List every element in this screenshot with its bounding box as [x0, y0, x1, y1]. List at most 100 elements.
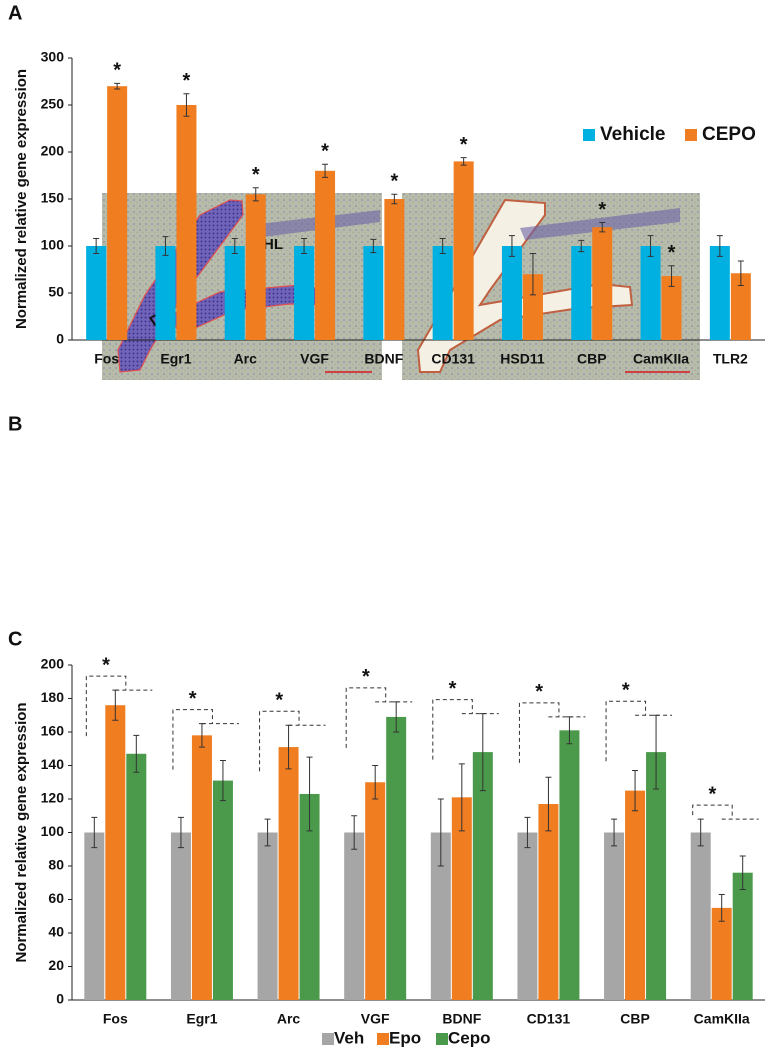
x-tick-label: Egr1 [160, 351, 191, 367]
error-bar [632, 770, 639, 812]
bar [640, 246, 661, 340]
significance-star: * [183, 70, 191, 92]
bar [191, 735, 212, 1000]
significance-star: * [390, 171, 398, 193]
y-tick-label: 160 [41, 723, 65, 739]
significance-star: * [598, 199, 606, 221]
bar [176, 105, 197, 340]
error-bar [177, 816, 184, 849]
error-bar [739, 855, 746, 890]
significance-bracket [432, 699, 499, 760]
significance-bracket [172, 709, 239, 770]
bar [126, 753, 147, 1000]
y-tick-label: 140 [41, 756, 65, 772]
error-bar [545, 776, 552, 832]
panel-label: B [8, 413, 22, 435]
error-bar [697, 818, 704, 847]
error-bar [322, 163, 329, 178]
y-tick-label: 200 [41, 656, 65, 672]
significance-star: * [113, 60, 121, 82]
error-bar [162, 236, 169, 256]
legend-swatch [436, 1033, 448, 1045]
error-bar [370, 238, 377, 254]
error-bar [668, 265, 675, 287]
significance-star: * [535, 681, 543, 703]
bar [430, 832, 451, 1000]
x-tick-label: Arc [277, 1011, 301, 1027]
error-bar [439, 237, 446, 255]
error-bar [508, 235, 515, 257]
bar [224, 246, 245, 340]
bar [105, 705, 126, 1000]
error-bar [351, 815, 358, 850]
error-bar [529, 253, 536, 296]
error-bar [524, 816, 531, 849]
x-tick-label: Fos [94, 351, 119, 367]
bar [344, 832, 365, 1000]
legend-swatch [377, 1033, 389, 1045]
y-tick-label: 60 [48, 890, 64, 906]
error-bar [372, 765, 379, 800]
significance-star: * [668, 242, 676, 264]
significance-bracket [605, 700, 673, 762]
bar [363, 246, 384, 340]
x-tick-label: Arc [234, 351, 258, 367]
panel-label: C [8, 628, 22, 650]
error-bar [252, 187, 259, 202]
legend-label: Epo [389, 1028, 421, 1047]
x-tick-label: CD131 [431, 351, 475, 367]
bar [257, 832, 278, 1000]
bar [501, 246, 522, 340]
x-tick-label: VGF [361, 1011, 390, 1027]
y-tick-label: 200 [41, 143, 65, 159]
y-tick-label: 40 [48, 924, 64, 940]
error-bar [114, 82, 121, 90]
error-bar [718, 893, 725, 922]
significance-bracket [259, 710, 326, 772]
y-tick-label: 20 [48, 957, 64, 973]
significance-bracket [85, 675, 153, 737]
y-axis-title: Normalized relative gene expression [13, 69, 30, 329]
bar [453, 161, 474, 340]
error-bar [133, 734, 140, 773]
bar [517, 832, 538, 1000]
legend-label: Vehicle [600, 124, 666, 145]
bar [384, 199, 405, 340]
error-bar [578, 239, 585, 253]
x-tick-label: CBP [620, 1011, 650, 1027]
error-bar [716, 235, 723, 257]
error-bar [301, 237, 308, 255]
bar [86, 246, 107, 340]
error-bar [437, 798, 444, 867]
legend-label: Cepo [448, 1028, 491, 1047]
bar [522, 274, 543, 340]
bar [365, 782, 386, 1000]
x-tick-label: CD131 [527, 1011, 571, 1027]
y-tick-label: 100 [41, 823, 65, 839]
error-bar [93, 237, 100, 255]
bar [451, 797, 472, 1000]
error-bar [737, 260, 744, 286]
bar [84, 832, 105, 1000]
legend-label: Veh [334, 1028, 364, 1047]
error-bar [91, 816, 98, 849]
y-tick-label: 0 [56, 991, 64, 1007]
error-bar [391, 193, 398, 205]
bar [646, 752, 667, 1000]
error-bar [647, 235, 654, 257]
y-tick-label: 100 [41, 237, 65, 253]
significance-star: * [321, 141, 329, 163]
legend-swatch [322, 1033, 334, 1045]
bar [315, 170, 336, 340]
bar [432, 246, 453, 340]
significance-star: * [252, 164, 260, 186]
x-tick-label: CamKIIa [633, 351, 689, 367]
x-tick-label: Fos [103, 1011, 128, 1027]
y-tick-label: 180 [41, 689, 65, 705]
panel-label: A [8, 2, 22, 24]
bar [571, 246, 592, 340]
bar [538, 804, 559, 1000]
error-bar [306, 756, 313, 832]
y-tick-label: 50 [48, 284, 64, 300]
